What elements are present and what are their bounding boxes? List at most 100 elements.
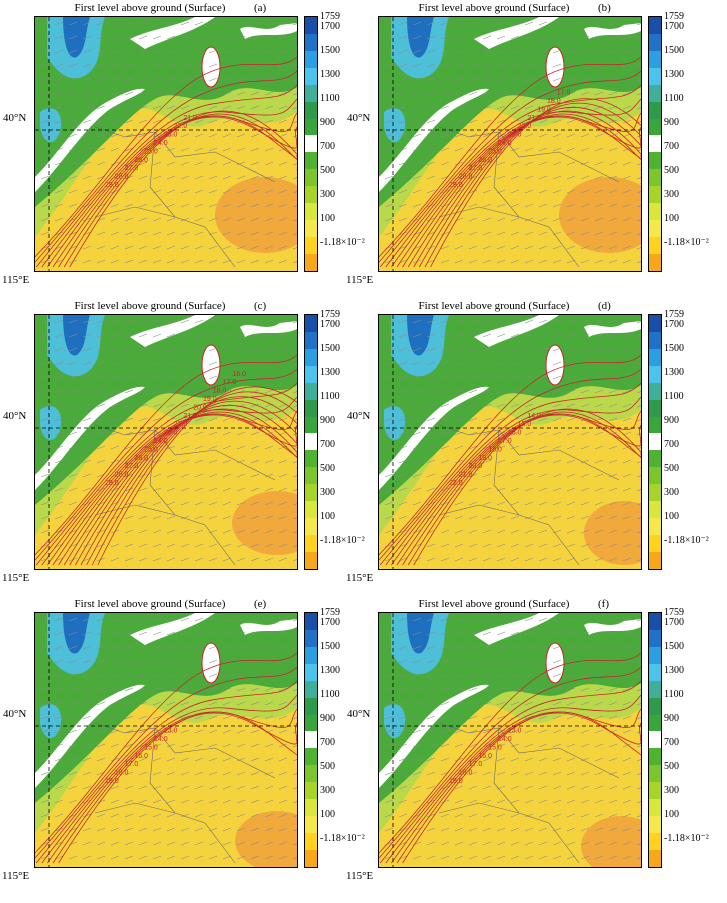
colorbar-tick-label: 100: [320, 213, 335, 224]
colorbar-segment: [649, 365, 661, 383]
contour-label: 28.0: [459, 174, 473, 181]
colorbar-segment: [305, 799, 317, 817]
colorbar-tick-label: 500: [320, 463, 335, 474]
panel-title: First level above ground (Surface): [74, 300, 226, 312]
colorbar-segment: [305, 33, 317, 51]
panel-label: (f): [598, 598, 609, 610]
contour-label: 15.0: [144, 744, 158, 751]
panel-title: First level above ground (Surface): [74, 598, 226, 610]
mountain-area: [35, 613, 297, 803]
valley-gap: [584, 619, 641, 635]
map-panel-f: First level above ground (Surface) (f) 40°…: [344, 596, 709, 886]
colorbar-tick-label: 1700: [664, 319, 684, 330]
colorbar-segment: [649, 118, 661, 136]
colorbar-segment: [305, 714, 317, 732]
wind-vectors: [40, 617, 297, 860]
contour-label: 17.0: [498, 438, 512, 445]
colorbar-segment: [649, 416, 661, 434]
colorbar-segment: [649, 551, 661, 569]
panel-label: (e): [254, 598, 267, 610]
colorbar-segment: [649, 169, 661, 187]
colorbar-segment: [649, 832, 661, 850]
colorbar-tick-label: 100: [320, 511, 335, 522]
contour-label: 21.0: [459, 472, 473, 479]
colorbar-segment: [649, 467, 661, 485]
colorbar-tick-label: 1759: [320, 607, 340, 618]
temperature-contours: [35, 56, 297, 268]
basin-ellipse: [545, 344, 565, 386]
contour-label: 27.0: [125, 165, 139, 172]
colorbar-segment: [305, 253, 317, 271]
colorbar-tick-label: 700: [320, 141, 335, 152]
colorbar-tick-label: 500: [320, 761, 335, 772]
contour-label: 18.0: [547, 98, 561, 105]
colorbar-tick-label: 1100: [664, 93, 684, 104]
valley-gap: [474, 613, 559, 645]
contour-label: 25.0: [144, 148, 158, 155]
colorbar: [648, 16, 662, 272]
colorbar-tick-label: 500: [664, 165, 679, 176]
high-mountain-area: [384, 704, 406, 739]
colorbar-tick-label: 900: [320, 713, 335, 724]
contour-label: 18.0: [115, 770, 129, 777]
panel-title: First level above ground (Surface): [418, 598, 570, 610]
contour-label: 25.0: [488, 148, 502, 155]
province-boundaries: [438, 424, 620, 566]
panel-title: First level above ground (Surface): [74, 2, 226, 14]
colorbar-segment: [305, 782, 317, 800]
colorbar: [304, 612, 318, 868]
colorbar-tick-label: 1500: [664, 45, 684, 56]
low-area: [235, 811, 297, 867]
contour-label: 29.0: [105, 182, 119, 189]
colorbar-tick-label: 700: [320, 737, 335, 748]
map-panel-c: First level above ground (Surface) (c) 40°…: [0, 298, 365, 588]
colorbar-segment: [305, 203, 317, 221]
colorbar-tick-label: 1700: [320, 319, 340, 330]
contour-label: 19.0: [105, 778, 119, 785]
basin-ellipse: [201, 46, 221, 88]
contour-label: 24.0: [154, 438, 168, 445]
colorbar-segment: [649, 203, 661, 221]
province-boundaries: [438, 722, 620, 864]
colorbar-tick-label: 1300: [320, 665, 340, 676]
longitude-label: 115°E: [346, 870, 374, 882]
colorbar-segment: [305, 331, 317, 349]
map-panel-a: First level above ground (Surface) (a) 40°…: [0, 0, 365, 290]
colorbar-tick-label: 1300: [664, 367, 684, 378]
contour-label: 28.0: [115, 174, 129, 181]
contour-label: 17.0: [469, 761, 483, 768]
latitude-label: 40°N: [347, 708, 371, 720]
peak-area: [63, 613, 90, 654]
panel-title: First level above ground (Surface): [418, 2, 570, 14]
basin-ellipse: [201, 344, 221, 386]
contour-label: 29.0: [449, 182, 463, 189]
contour-label: 24.0: [498, 140, 512, 147]
colorbar-segment: [305, 534, 317, 552]
colorbar-segment: [649, 697, 661, 715]
colorbar-segment: [305, 365, 317, 383]
contour-label: 16.0: [478, 753, 492, 760]
colorbar-segment: [305, 17, 317, 34]
contour-label: 17.0: [223, 379, 237, 386]
terrain-map: 29.0 28.0 27.0 26.0 25.0 24.0 23.0 22.0 21.0: [34, 16, 298, 272]
colorbar-segment: [305, 663, 317, 681]
high-mountain-area: [40, 704, 62, 739]
contour-label: 23.0: [508, 132, 522, 139]
contour-label: 13.0: [508, 728, 522, 735]
colorbar-segment: [649, 135, 661, 153]
terrain-map: 19.0 18.0 17.0 16.0 15.0 14.0 13.0: [378, 612, 642, 868]
colorbar-segment: [649, 315, 661, 332]
map-panel-e: First level above ground (Surface) (e) 40°…: [0, 596, 365, 886]
panel-label: (a): [254, 2, 267, 14]
mountain-area: [379, 315, 641, 505]
colorbar-segment: [305, 467, 317, 485]
colorbar-tick-label: 1100: [664, 689, 684, 700]
colorbar-segment: [649, 33, 661, 51]
temperature-contours: [379, 56, 641, 268]
basin-ellipse: [545, 642, 565, 684]
contour-label: 26.0: [478, 157, 492, 164]
colorbar-tick-label: 300: [664, 785, 679, 796]
contour-label: 21.0: [527, 115, 541, 122]
basin-ellipse: [545, 46, 565, 88]
contour-label: 14.0: [498, 736, 512, 743]
